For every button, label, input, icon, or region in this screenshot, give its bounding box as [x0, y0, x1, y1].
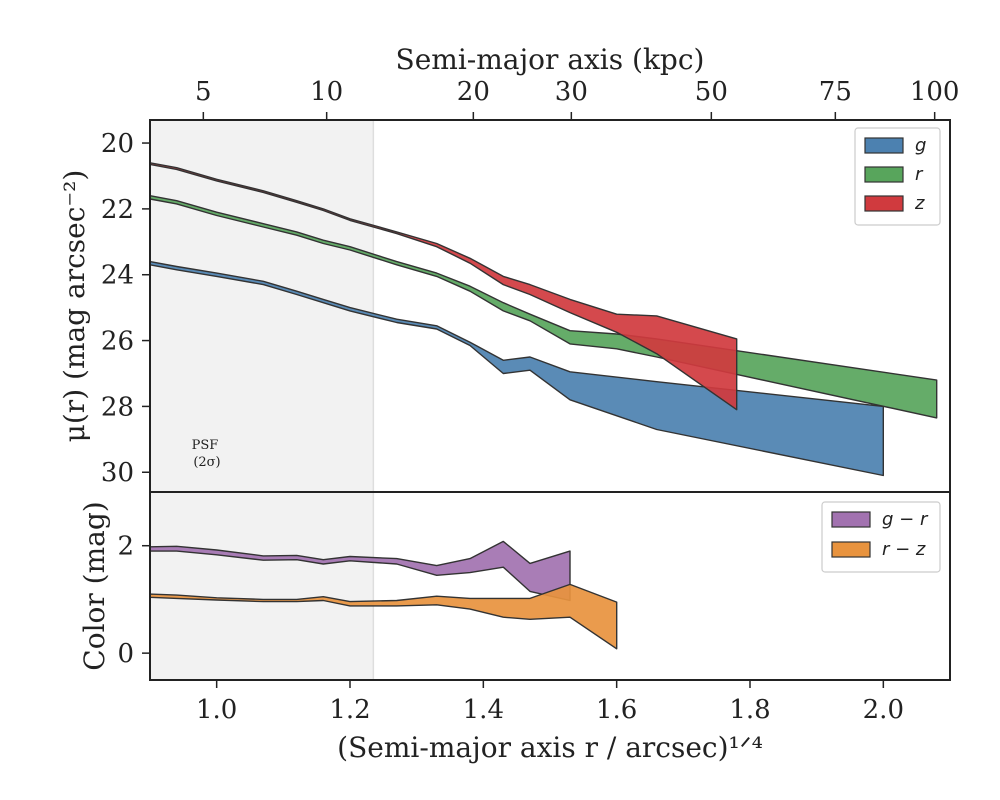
kpc-tick-label: 30	[555, 77, 588, 107]
legend-swatch-gr	[831, 511, 871, 528]
kpc-tick-label: 20	[457, 77, 490, 107]
legend-top: grz	[854, 127, 941, 226]
kpc-tick-label: 100	[910, 77, 960, 107]
y-tick-label: 26	[101, 327, 134, 357]
legend-label-gr: g − r	[882, 509, 929, 530]
legend-swatch-r	[864, 166, 904, 183]
color-y-tick-label: 2	[117, 532, 134, 562]
y-tick-label: 24	[101, 261, 134, 291]
y-tick-label: 28	[101, 392, 134, 422]
x-tick-label: 1.4	[463, 695, 504, 725]
kpc-tick-label: 5	[195, 77, 212, 107]
y-tick-label: 30	[101, 458, 134, 488]
y-tick-label: 22	[101, 195, 134, 225]
kpc-tick-label: 50	[695, 77, 728, 107]
band-g	[149, 260, 884, 477]
band-z	[149, 162, 738, 411]
top-y-axis-title: μ(r) (mag arcsec⁻²)	[58, 170, 91, 443]
legend-label-rz: r − z	[882, 539, 926, 560]
bottom-panel-frame	[149, 491, 951, 681]
legend-bottom: g − r r − z	[821, 501, 941, 573]
x-tick-label: 1.8	[729, 695, 770, 725]
bottom-x-axis: 1.0 1.2 1.4 1.6 1.8 2.0	[196, 680, 904, 725]
top-y-axis: 20 22 24 26 28 30	[101, 129, 150, 488]
legend-label-r: r	[915, 164, 924, 185]
color-bands	[149, 540, 618, 650]
x-tick-label: 2.0	[863, 695, 904, 725]
psf-label: PSF (2σ)	[192, 438, 223, 470]
x-tick-label: 1.6	[596, 695, 637, 725]
legend-label-g: g	[915, 135, 926, 156]
surface-brightness-bands	[149, 162, 938, 477]
top-axis-title: Semi-major axis (kpc)	[396, 43, 705, 76]
band-rz	[149, 583, 618, 650]
color-y-tick-label: 0	[117, 639, 134, 669]
kpc-tick-label: 10	[310, 77, 343, 107]
bottom-y-axis-title: Color (mag)	[78, 501, 111, 670]
x-axis-title: (Semi-major axis r / arcsec)¹ᐟ⁴	[337, 731, 763, 764]
psf-region	[150, 492, 375, 680]
x-tick-label: 1.2	[329, 695, 370, 725]
bottom-y-axis: 02	[117, 532, 150, 669]
legend-swatch-g	[864, 137, 904, 154]
top-x-axis-kpc: 5 10 20 30 50 75 100	[195, 77, 959, 120]
legend-swatch-z	[864, 195, 904, 212]
band-r	[149, 194, 938, 419]
legend-label-z: z	[914, 193, 925, 214]
psf-shade-bottom	[150, 492, 374, 680]
y-tick-label: 20	[101, 129, 134, 159]
kpc-tick-label: 75	[819, 77, 852, 107]
x-tick-label: 1.0	[196, 695, 237, 725]
legend-swatch-rz	[831, 541, 871, 558]
